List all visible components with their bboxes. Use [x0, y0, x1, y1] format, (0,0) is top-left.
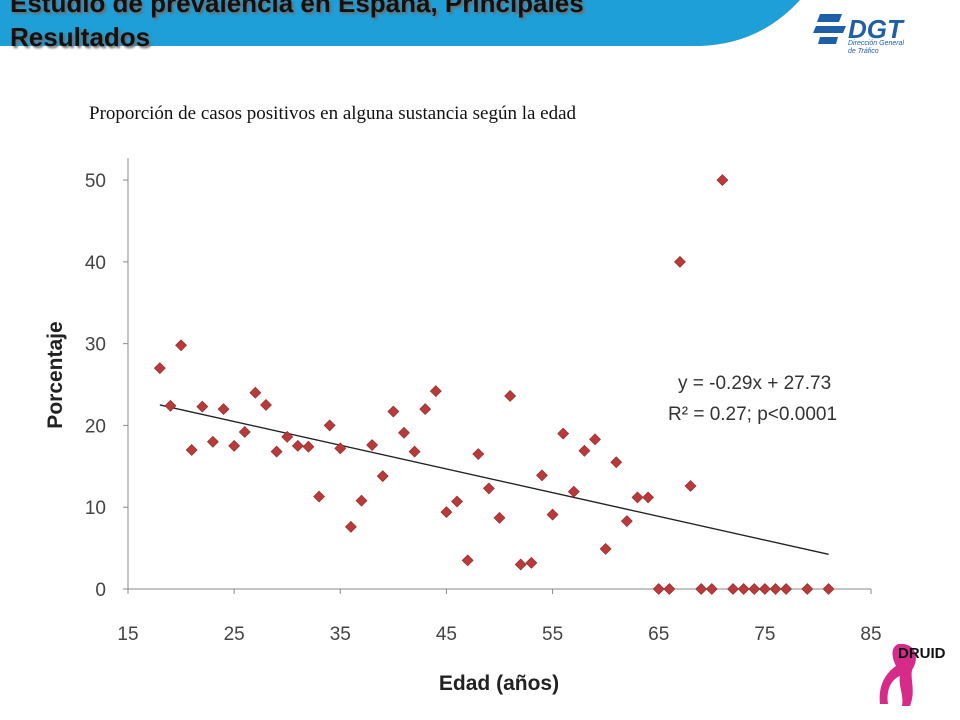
data-point: [589, 433, 601, 446]
data-point: [238, 426, 251, 438]
data-point: [419, 403, 432, 416]
data-point: [801, 583, 814, 595]
data-point: [758, 583, 771, 595]
x-tick-label: 65: [648, 624, 669, 645]
data-point: [323, 419, 336, 432]
x-tick-label: 85: [860, 624, 881, 645]
x-tick-label: 45: [436, 624, 457, 645]
data-point: [291, 439, 304, 452]
slide-title: Estudio de prevalencia en España, Princi…: [10, 0, 584, 52]
data-point: [461, 554, 474, 567]
dgt-logo-subtext: Dirección General de Tráfico: [848, 40, 905, 55]
data-point: [408, 445, 421, 458]
data-point: [249, 386, 262, 399]
data-point: [536, 469, 548, 482]
data-point: [228, 439, 241, 452]
data-point: [737, 583, 750, 595]
data-point: [514, 558, 527, 571]
druid-figure-icon: [879, 643, 916, 706]
x-tick-label: 25: [224, 624, 245, 645]
data-point: [164, 399, 177, 412]
banner-shape: [0, 0, 800, 46]
druid-logo: DRUID: [876, 640, 960, 710]
y-tick-label: 50: [85, 171, 106, 192]
data-point: [260, 399, 272, 411]
data-point: [727, 583, 739, 595]
data-point: [663, 583, 676, 595]
data-point: [281, 430, 294, 443]
data-point: [610, 456, 623, 469]
dgt-emblem-icon: [813, 14, 846, 44]
data-point: [313, 490, 325, 503]
x-axis-label: Edad (años): [439, 672, 559, 695]
data-point: [398, 426, 410, 439]
data-point: [493, 511, 506, 524]
data-point: [270, 445, 283, 458]
y-tick-label: 0: [95, 580, 106, 601]
data-point: [440, 506, 453, 519]
y-tick-label: 40: [85, 253, 106, 274]
data-point: [387, 405, 400, 418]
y-tick-label: 20: [85, 416, 106, 437]
data-point: [599, 543, 612, 555]
data-point: [451, 495, 463, 508]
data-point: [716, 174, 729, 187]
data-point: [780, 583, 793, 595]
tick-labels: 0 10 20 30 40 50 15 25 35 45 55 65 75 85: [85, 171, 882, 645]
data-point: [748, 583, 761, 595]
dgt-logo-text: DGT: [848, 14, 905, 44]
chart-subtitle: Proporción de casos positivos en alguna …: [89, 103, 577, 124]
data-point: [525, 556, 538, 569]
regression-r-squared: R² = 0.27; p<0.0001: [668, 404, 837, 425]
y-tick-label: 10: [85, 498, 106, 519]
data-point: [344, 520, 357, 533]
dgt-logo: DGT: [812, 6, 932, 60]
data-point: [504, 390, 517, 402]
data-point: [684, 480, 697, 492]
y-tick-label: 30: [85, 335, 106, 356]
data-point: [429, 385, 442, 398]
data-point: [557, 427, 570, 440]
x-tick-label: 15: [117, 624, 138, 645]
data-points: [153, 174, 835, 595]
data-point: [206, 435, 219, 448]
data-point: [366, 439, 379, 451]
data-point: [196, 400, 209, 413]
data-point: [302, 440, 315, 453]
regression-equation: y = -0.29x + 27.73: [678, 373, 831, 394]
data-point: [652, 583, 665, 595]
data-point: [674, 255, 686, 268]
data-point: [567, 485, 580, 498]
x-tick-label: 75: [754, 624, 775, 645]
data-point: [631, 491, 644, 504]
trendline: [159, 404, 829, 556]
data-point: [153, 362, 166, 375]
y-axis-label: Porcentaje: [44, 321, 67, 428]
data-point: [822, 583, 835, 595]
data-point: [175, 339, 187, 352]
data-point: [620, 515, 633, 528]
data-point: [334, 442, 347, 455]
data-point: [185, 444, 198, 456]
data-point: [546, 508, 559, 521]
data-point: [578, 444, 591, 457]
data-point: [355, 494, 368, 507]
data-point: [769, 583, 782, 595]
x-tick-label: 35: [330, 624, 351, 645]
data-point: [482, 482, 495, 495]
x-tick-label: 55: [542, 624, 563, 645]
data-point: [695, 583, 708, 595]
druid-logo-text: DRUID: [898, 645, 946, 662]
data-point: [705, 583, 718, 595]
data-point: [472, 448, 485, 460]
data-point: [217, 403, 230, 416]
data-point: [376, 470, 389, 483]
data-point: [642, 491, 655, 504]
title-banner: [0, 0, 800, 46]
